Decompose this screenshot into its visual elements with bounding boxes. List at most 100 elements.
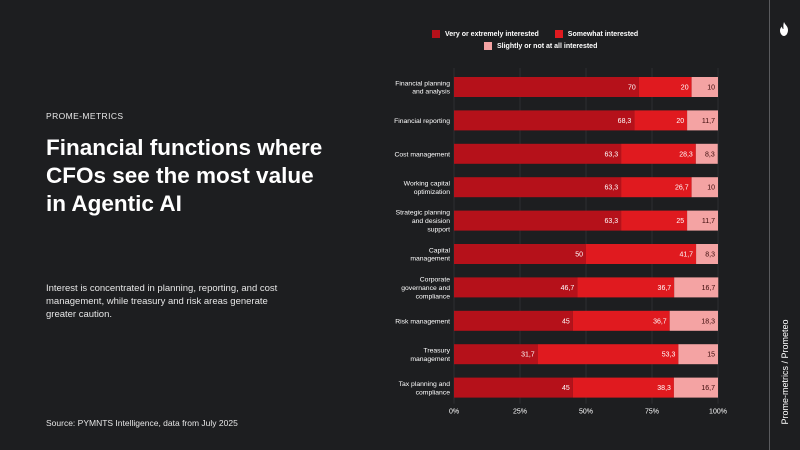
bar-segment [454,143,622,164]
bar-segment [454,310,573,331]
bar-data-label: 46,7 [561,285,575,292]
category-label: Corporate governance and compliance [401,277,450,301]
legend-swatch-somewhat [554,30,563,38]
bar-data-label: 70 [628,85,636,92]
legend-item-somewhat: Somewhat interested [554,30,639,38]
bar-data-label: 36,7 [658,285,672,292]
bar-data-label: 28,3 [679,151,693,158]
bar-segment [454,210,622,231]
bar-segment [674,277,719,298]
bar-segment [634,110,688,131]
category-label-line: Risk management [395,318,450,325]
bar-segment [696,244,718,264]
legend-label-very: Very or extremely interested [445,30,539,38]
bar-data-label: 11,7 [702,118,715,125]
category-label-line: Financial reporting [394,118,450,125]
bar-segment [621,177,692,198]
bar-data-label: 50 [575,252,583,259]
bar-segment [572,377,674,398]
sidebar-divider [769,0,770,450]
bar-segment [621,210,688,231]
legend-label-somewhat: Somewhat interested [567,30,639,38]
bar-segment [621,143,696,164]
category-label-line: management [410,256,450,263]
category-label-line: Cost management [394,151,450,158]
bar-segment [454,244,586,264]
bar-segment [577,277,675,298]
category-label-line: Financial planning [395,80,450,87]
bar-data-label: 10 [707,185,715,192]
bar-segment [586,244,697,264]
chart-plot: 0% 25% 50% 75% 100% Financial planning and ana… [394,68,727,416]
bar-data-label: 8,3 [705,252,715,259]
category-label: Tax planning and compliance [399,381,451,396]
category-label: Treasury management [410,348,450,363]
vertical-credit: Prome-metrics / Prometeo [780,319,790,425]
category-label-line: and desision [412,218,450,225]
bar-segment [687,210,718,231]
category-label-line: compliance [416,293,451,300]
bar-data-label: 68,3 [618,118,632,125]
source-note: Source: PYMNTS Intelligence, data from J… [46,418,238,428]
bar-data-label: 16,7 [701,385,715,392]
category-label: Cost management [394,151,450,158]
category-label-line: Corporate [420,277,450,284]
category-label: Financial reporting [394,118,450,125]
bar-segment [678,344,718,365]
flame-icon [780,22,788,36]
bar-data-label: 53,3 [662,352,676,359]
bar-segment [673,377,718,398]
page-title: Financial functions where CFOs see the m… [46,135,323,216]
stacked-bar-chart: Very or extremely interested Somewhat in… [370,24,750,428]
text-panel: PROME-METRICS Financial functions where … [46,0,346,450]
bar-data-label: 15 [707,352,715,359]
bar-data-label: 26,7 [675,185,689,192]
category-label-line: Strategic planning [396,210,451,217]
bar-data-label: 10 [707,85,715,92]
x-tick-label: 75% [645,409,659,416]
category-label-line: Working capital [404,181,451,188]
bar-segment [454,77,639,97]
category-label-line: management [410,356,450,363]
bar-data-label: 18,3 [701,318,715,325]
bar-segment [691,177,718,198]
x-tick-label: 25% [513,409,527,416]
bar-data-label: 63,3 [604,218,618,225]
x-tick-label: 100% [709,409,727,416]
bar-segment [454,177,622,198]
category-label: Strategic planning and desision support [396,210,451,234]
bar-data-label: 8,3 [705,151,715,158]
bar-segment [691,77,718,97]
bar-data-label: 31,7 [521,352,535,359]
bar-segment [687,110,718,131]
description-text: Interest is concentrated in planning, re… [46,283,278,320]
bar-segment [695,143,718,164]
bar-data-label: 16,7 [702,285,716,292]
legend-label-slightly: Slightly or not at all interested [497,42,598,50]
bar-data-label: 25 [676,218,684,225]
chart-legend: Very or extremely interested Somewhat in… [432,30,732,54]
category-label-line: optimization [414,189,450,196]
legend-item-very: Very or extremely interested [432,30,539,38]
bar-data-label: 11,7 [702,218,715,225]
category-label: Financial planning and analysis [395,80,450,95]
eyebrow-label: PROME-METRICS [46,111,124,121]
bar-data-label: 45 [562,318,570,325]
category-label-line: support [427,227,450,234]
category-label-line: and analysis [412,89,450,96]
bar-data-label: 45 [562,385,570,392]
bar-data-label: 20 [681,85,689,92]
bar-segment [669,310,718,331]
bar-data-label: 38,3 [657,385,671,392]
category-label: Working capital optimization [404,181,451,196]
bar-data-label: 63,3 [604,185,618,192]
bar-data-label: 20 [676,118,684,125]
category-label-line: compliance [416,389,451,396]
bar-segment [454,344,538,365]
bar-data-label: 63,3 [604,151,618,158]
bar-data-label: 41,7 [679,252,693,259]
legend-swatch-slightly [484,42,492,50]
category-label: Risk management [395,318,450,325]
legend-item-slightly: Slightly or not at all interested [484,42,597,50]
legend-swatch-very [432,30,440,38]
